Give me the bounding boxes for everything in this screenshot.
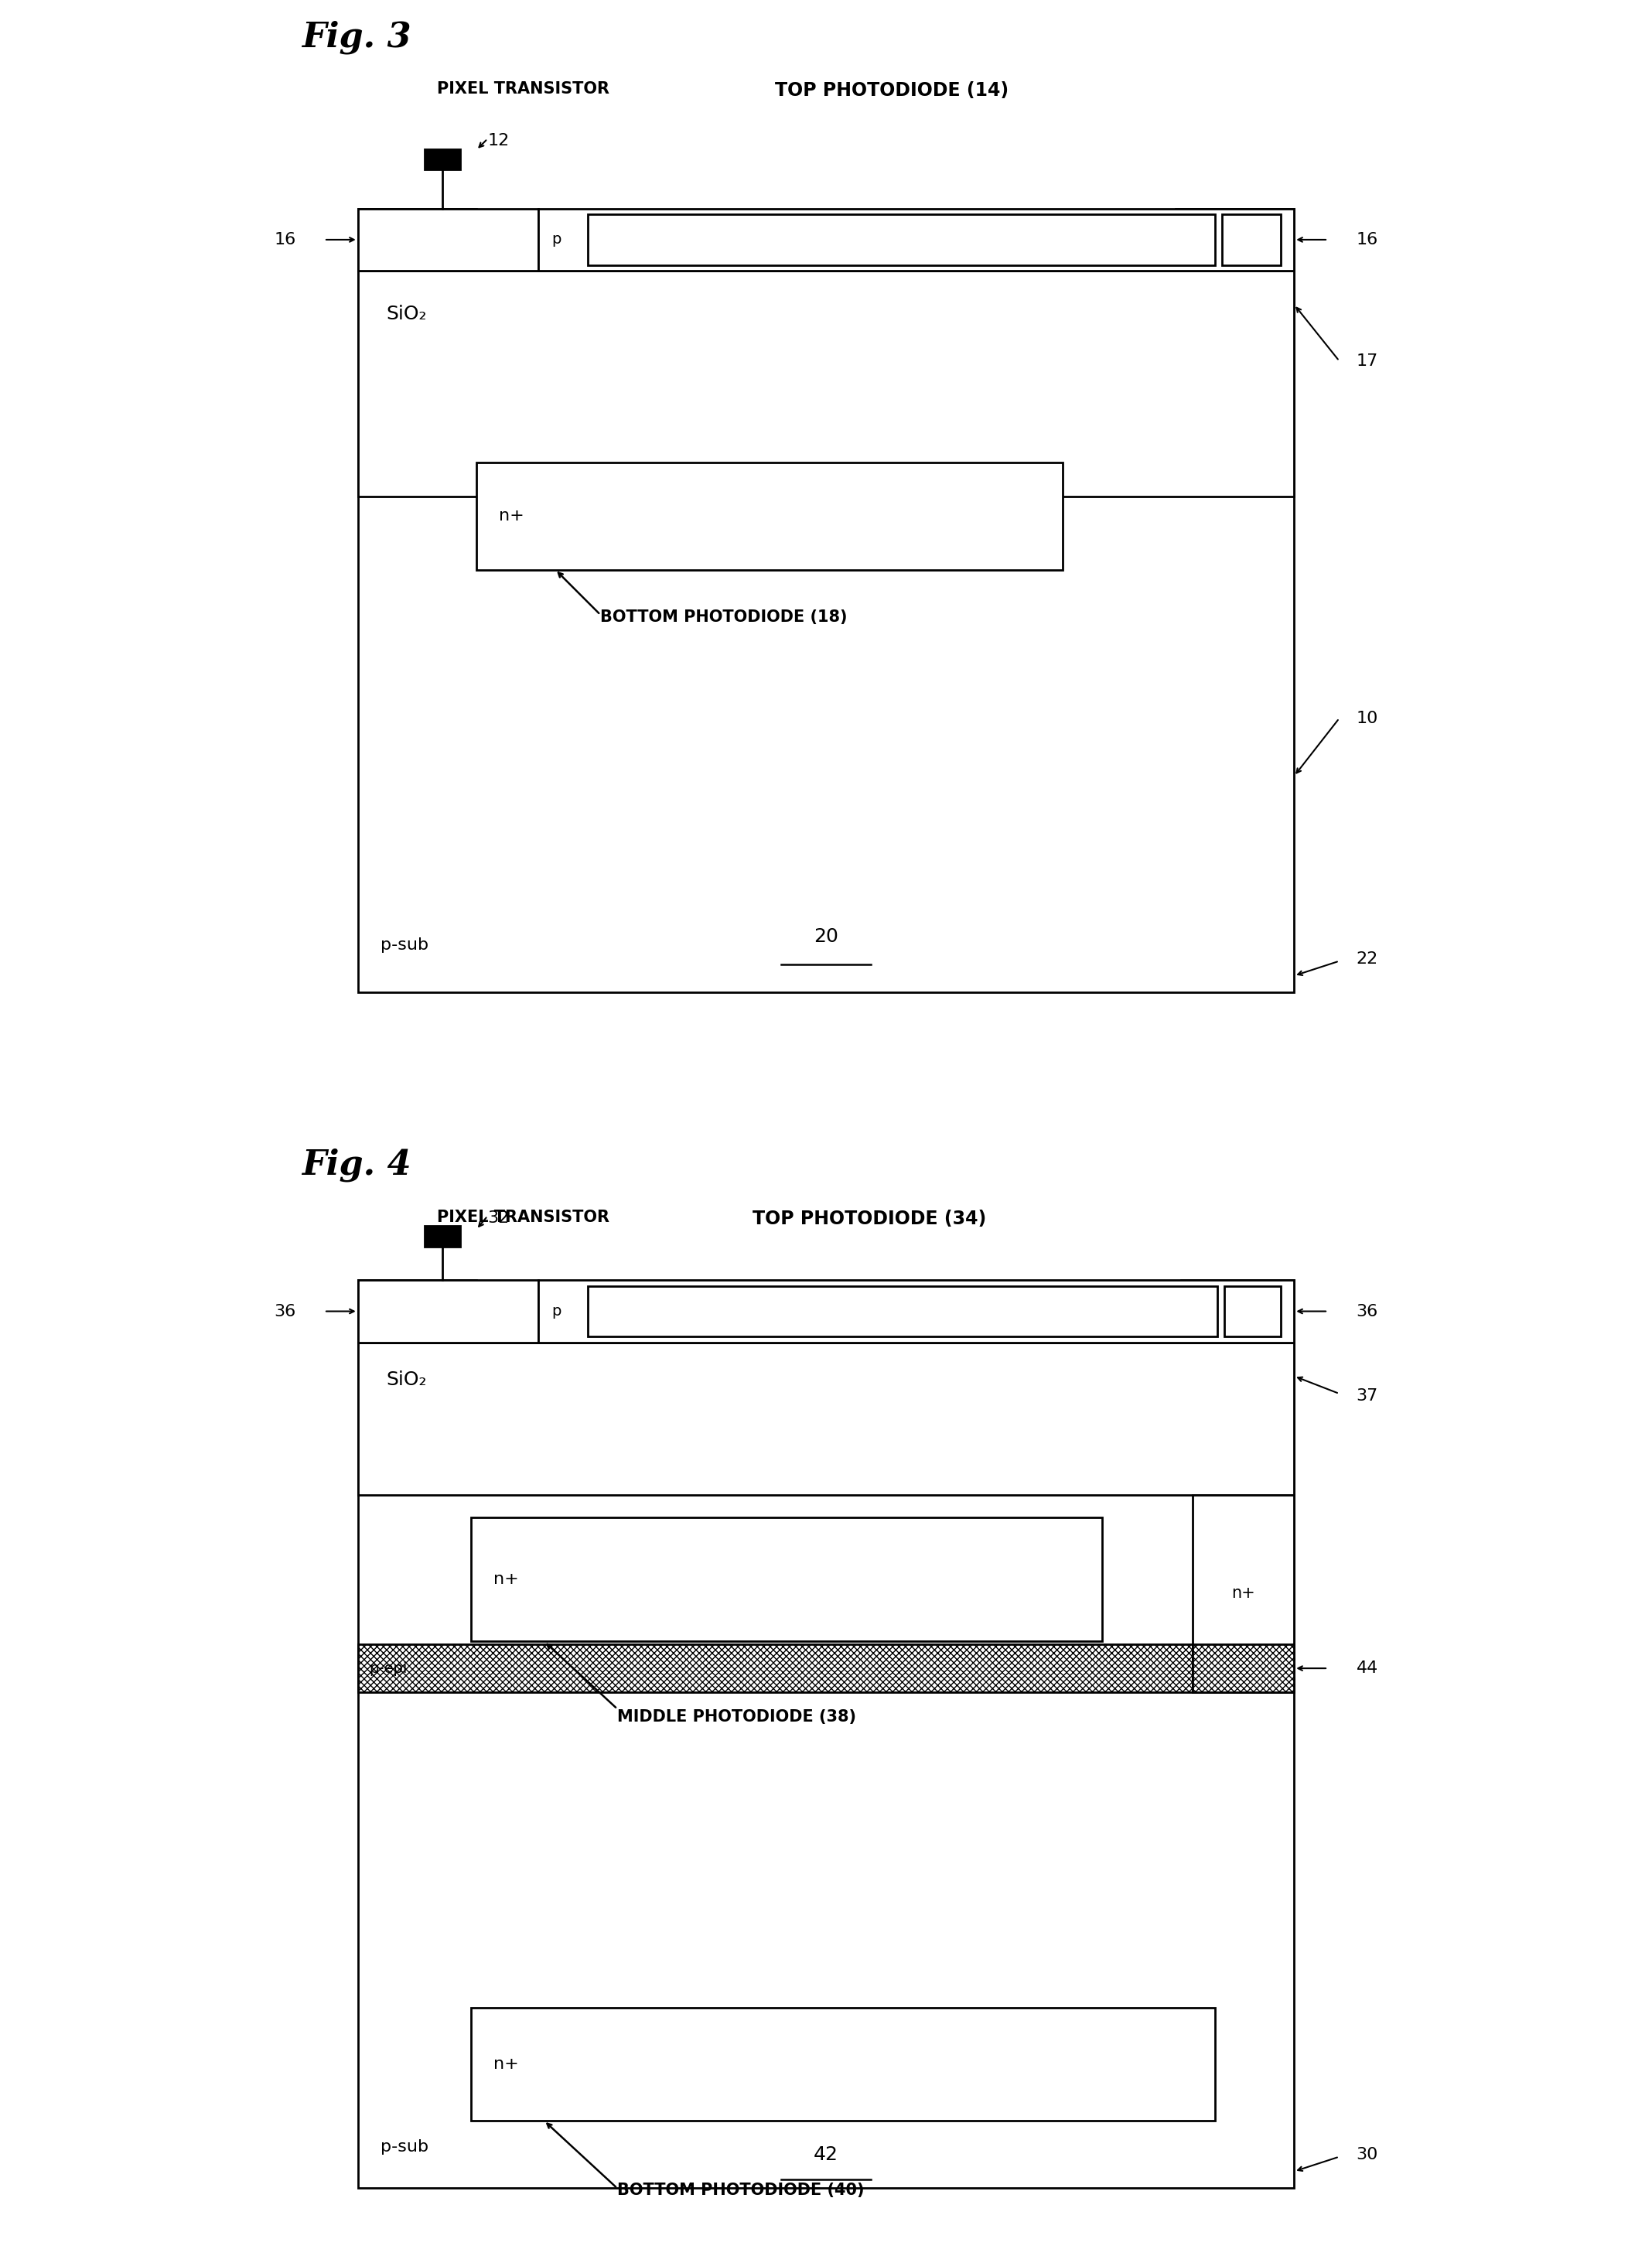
Bar bbox=[358, 1342, 1294, 2188]
Bar bbox=[1222, 214, 1280, 264]
Text: 30: 30 bbox=[1356, 2148, 1378, 2161]
Bar bbox=[1193, 1493, 1294, 1692]
Text: Fig. 3: Fig. 3 bbox=[301, 20, 411, 54]
Bar bbox=[471, 1516, 1102, 1642]
Text: MIDDLE PHOTODIODE (38): MIDDLE PHOTODIODE (38) bbox=[618, 1710, 856, 1724]
Bar bbox=[425, 149, 461, 169]
Bar bbox=[358, 271, 1294, 993]
Text: p+: p+ bbox=[1241, 1304, 1264, 1320]
Text: SiO₂: SiO₂ bbox=[387, 1372, 426, 1390]
Text: BOTTOM PHOTODIODE (18): BOTTOM PHOTODIODE (18) bbox=[600, 609, 847, 625]
Text: n+: n+ bbox=[890, 1304, 915, 1320]
Text: 36: 36 bbox=[1356, 1304, 1378, 1320]
Bar bbox=[588, 1286, 1218, 1336]
Bar bbox=[1181, 1279, 1294, 1342]
Text: PIXEL TRANSISTOR: PIXEL TRANSISTOR bbox=[436, 1209, 610, 1225]
Bar bbox=[471, 2008, 1216, 2121]
Text: n+: n+ bbox=[494, 2057, 519, 2071]
Text: 37: 37 bbox=[1356, 1387, 1378, 1403]
Text: 17: 17 bbox=[1356, 354, 1378, 368]
Text: n+: n+ bbox=[499, 508, 524, 523]
Text: 10: 10 bbox=[1356, 711, 1378, 726]
Text: 16: 16 bbox=[1356, 232, 1378, 248]
Bar bbox=[476, 462, 1062, 569]
Bar bbox=[358, 210, 539, 271]
Text: Fig. 4: Fig. 4 bbox=[301, 1148, 411, 1182]
Text: 32: 32 bbox=[487, 1211, 509, 1225]
Text: 16: 16 bbox=[274, 232, 296, 248]
Text: 36: 36 bbox=[274, 1304, 296, 1320]
Text: 42: 42 bbox=[814, 2145, 838, 2164]
Bar bbox=[358, 271, 1294, 496]
Text: BOTTOM PHOTODIODE (40): BOTTOM PHOTODIODE (40) bbox=[618, 2184, 864, 2197]
Bar bbox=[1224, 1286, 1280, 1336]
Text: p-epi: p-epi bbox=[368, 1660, 408, 1676]
Text: p+: p+ bbox=[1241, 232, 1262, 248]
Bar bbox=[539, 210, 1294, 271]
Bar bbox=[539, 1279, 1294, 1342]
Text: 22: 22 bbox=[1356, 952, 1378, 966]
Text: p: p bbox=[552, 1304, 562, 1320]
Text: TOP PHOTODIODE (14): TOP PHOTODIODE (14) bbox=[775, 81, 1009, 99]
Text: p-sub: p-sub bbox=[380, 938, 428, 952]
Bar bbox=[358, 1645, 1193, 1692]
Text: 20: 20 bbox=[814, 927, 838, 945]
Bar bbox=[588, 214, 1216, 264]
Bar bbox=[425, 1227, 461, 1245]
Text: 44: 44 bbox=[1356, 1660, 1378, 1676]
Bar bbox=[358, 210, 476, 271]
Text: 12: 12 bbox=[487, 133, 509, 149]
Text: p-sub: p-sub bbox=[380, 2139, 428, 2154]
Bar bbox=[1193, 1645, 1294, 1692]
Text: p: p bbox=[552, 232, 562, 248]
Text: n+: n+ bbox=[890, 232, 914, 248]
Bar bbox=[1176, 210, 1294, 271]
Bar bbox=[358, 1279, 476, 1342]
Text: n+: n+ bbox=[1231, 1586, 1256, 1602]
Bar bbox=[358, 1279, 539, 1342]
Bar bbox=[358, 1342, 1294, 1493]
Text: PIXEL TRANSISTOR: PIXEL TRANSISTOR bbox=[436, 81, 610, 97]
Text: TOP PHOTODIODE (34): TOP PHOTODIODE (34) bbox=[753, 1209, 986, 1227]
Text: n+: n+ bbox=[494, 1572, 519, 1586]
Text: SiO₂: SiO₂ bbox=[387, 305, 426, 323]
